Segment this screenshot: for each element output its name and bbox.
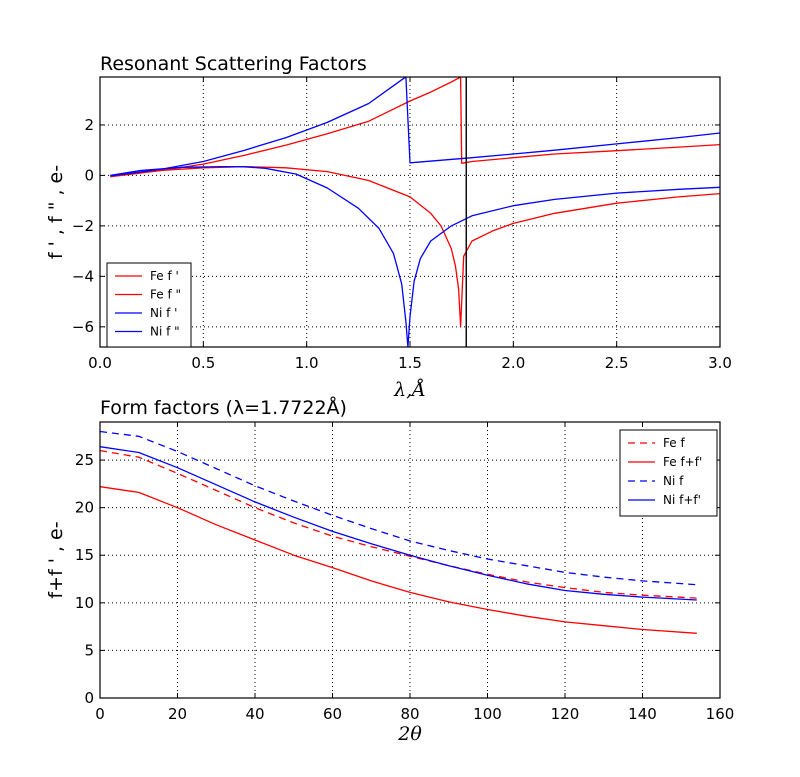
x-tick-label: 0.0 xyxy=(88,354,112,372)
x-tick-label: 140 xyxy=(628,705,657,723)
plot2-series-area xyxy=(100,430,697,634)
y-tick-label: 15 xyxy=(75,546,94,564)
x-tick-label: 2.0 xyxy=(501,354,525,372)
plot1-series-area xyxy=(110,77,720,347)
y-axis-label: f+f ' , e- xyxy=(45,521,67,598)
plot2-title: Form factors (λ=1.7722Å) xyxy=(100,396,347,419)
y-tick-label: 20 xyxy=(75,499,94,517)
x-axis-label: λ,Å xyxy=(393,379,426,401)
series-line xyxy=(100,449,697,599)
x-tick-label: 3.0 xyxy=(708,354,732,372)
legend-box xyxy=(106,262,192,348)
x-tick-label: 160 xyxy=(706,705,735,723)
series-line xyxy=(110,77,720,177)
x-tick-label: 80 xyxy=(400,705,419,723)
x-axis-label: 2θ xyxy=(397,723,422,745)
legend-box xyxy=(619,429,718,517)
x-tick-label: 1.0 xyxy=(295,354,319,372)
legend-label: Ni f xyxy=(663,474,684,488)
series-line xyxy=(100,446,697,601)
series-line xyxy=(110,77,720,177)
legend-label: Ni f+f' xyxy=(663,493,701,507)
series-line xyxy=(100,430,697,586)
y-tick-label: −2 xyxy=(72,217,94,235)
x-tick-label: 1.5 xyxy=(398,354,422,372)
x-tick-label: 2.5 xyxy=(605,354,629,372)
legend-label: Ni f " xyxy=(150,325,180,339)
x-tick-label: 100 xyxy=(473,705,502,723)
legend-label: Fe f xyxy=(663,436,685,450)
legend-label: Ni f ' xyxy=(150,306,177,320)
x-tick-label: 0 xyxy=(95,705,105,723)
x-tick-label: 40 xyxy=(245,705,264,723)
y-tick-label: 5 xyxy=(84,641,94,659)
x-tick-label: 20 xyxy=(168,705,187,723)
plot-resonant-scattering: Resonant Scattering Factors 0.0 0.5 1.0 1.5… xyxy=(45,53,732,401)
y-tick-label: −4 xyxy=(72,267,94,285)
legend-label: Fe f+f' xyxy=(663,455,702,469)
y-tick-label: −6 xyxy=(72,318,94,336)
x-tick-label: 120 xyxy=(551,705,580,723)
x-tick-label: 60 xyxy=(323,705,342,723)
y-tick-label: 0 xyxy=(84,689,94,707)
plot1-title: Resonant Scattering Factors xyxy=(100,53,367,75)
legend-label: Fe f ' xyxy=(150,269,179,283)
series-line xyxy=(110,165,720,347)
y-tick-label: 10 xyxy=(75,594,94,612)
series-line xyxy=(110,165,720,328)
series-line xyxy=(100,486,697,634)
x-tick-label: 0.5 xyxy=(191,354,215,372)
y-tick-label: 2 xyxy=(84,116,94,134)
y-tick-label: 0 xyxy=(84,166,94,184)
legend-label: Fe f " xyxy=(150,288,181,302)
y-axis-label: f ' , f " , e- xyxy=(45,165,67,259)
plot-form-factors: Form factors (λ=1.7722Å) 0 20 40 60 80 100 120… xyxy=(45,396,734,745)
y-tick-label: 25 xyxy=(75,451,94,469)
legend: Fe f ' Fe f " Ni f ' Ni f " xyxy=(106,262,192,348)
legend: Fe f Fe f+f' Ni f Ni f+f' xyxy=(619,429,718,517)
